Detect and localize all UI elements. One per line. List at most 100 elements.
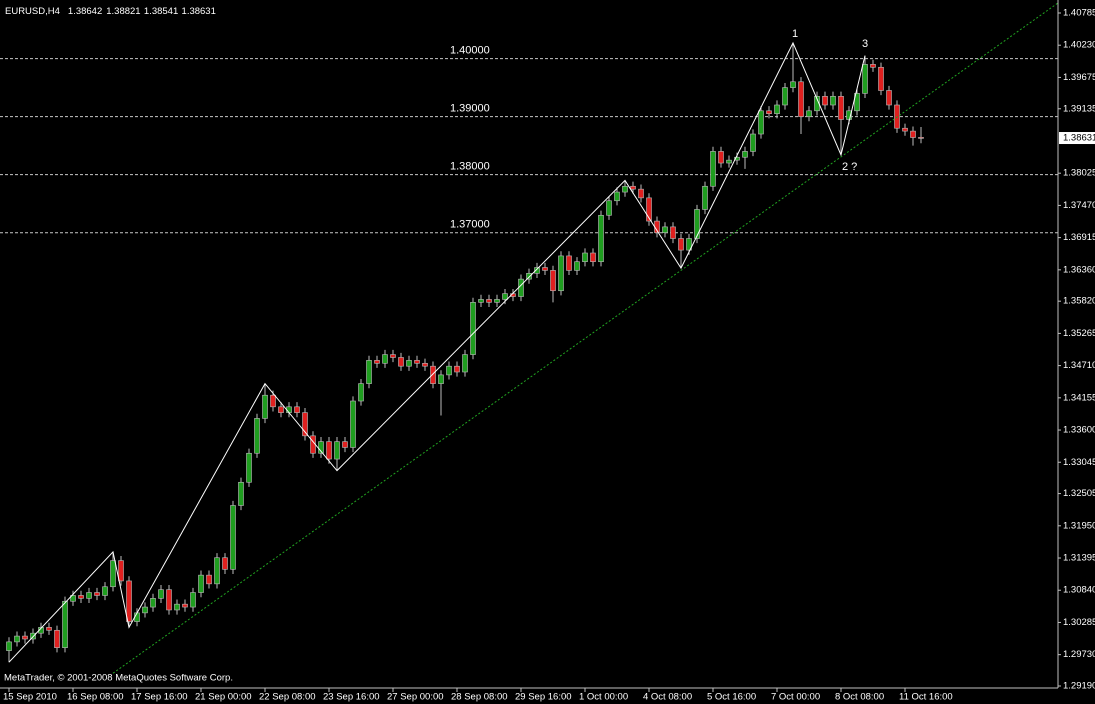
x-tick-label: 16 Sep 08:00 xyxy=(67,692,124,703)
candle-body xyxy=(294,406,300,413)
candle-body xyxy=(134,612,140,622)
candle-body xyxy=(118,560,124,582)
last-close: 1.38631 xyxy=(182,6,216,17)
candle-body xyxy=(238,481,244,506)
candle-body xyxy=(326,441,332,460)
candle-body xyxy=(902,127,908,132)
candle-body xyxy=(262,394,268,419)
candle-body xyxy=(574,261,580,271)
y-tick-label: 1.33600 xyxy=(1063,425,1095,436)
x-tick-label: 11 Oct 16:00 xyxy=(899,692,953,703)
candle-body xyxy=(542,267,548,271)
last-open: 1.38642 xyxy=(68,6,102,17)
candle-body xyxy=(214,557,220,585)
candle-body xyxy=(110,560,116,588)
y-tick-label: 1.32505 xyxy=(1063,488,1095,499)
candle-body xyxy=(126,580,132,622)
y-tick-label: 1.36915 xyxy=(1063,232,1095,243)
candle-body xyxy=(494,299,500,303)
candle-body xyxy=(102,586,108,596)
candle-body xyxy=(806,110,812,117)
y-tick-label: 1.34710 xyxy=(1063,360,1095,371)
candle-body xyxy=(254,418,260,454)
x-tick-label: 4 Oct 08:00 xyxy=(643,692,692,703)
candle-body xyxy=(438,374,444,384)
candle-body xyxy=(310,435,316,454)
candle-body xyxy=(54,629,60,648)
level-label: 1.37000 xyxy=(450,219,490,231)
x-tick-label: 7 Oct 00:00 xyxy=(771,692,820,703)
candle-body xyxy=(222,557,228,570)
candle-body xyxy=(382,354,388,364)
candle-body xyxy=(638,188,644,199)
annotation: 2 ? xyxy=(842,161,857,173)
plot-area: 1.40000 1.39000 1.38000 1.37000 xyxy=(0,2,1058,674)
x-tick-label: 22 Sep 08:00 xyxy=(259,692,316,703)
candle-body xyxy=(766,110,772,115)
candle-body xyxy=(734,156,740,161)
level-label: 1.38000 xyxy=(450,161,490,173)
level-label: 1.40000 xyxy=(450,44,490,56)
candle-body xyxy=(430,365,436,384)
candle-body xyxy=(862,64,868,94)
candle-body xyxy=(918,137,924,139)
candle-body xyxy=(366,360,372,384)
candle-body xyxy=(486,299,492,303)
candle-body xyxy=(886,90,892,106)
candle-body xyxy=(582,252,588,263)
y-tick-label: 1.29190 xyxy=(1063,681,1095,692)
candle-body xyxy=(94,592,100,596)
candle-body xyxy=(78,595,84,599)
y-tick-label: 1.38025 xyxy=(1063,168,1095,179)
candle-body xyxy=(286,406,292,413)
candle-body xyxy=(422,362,428,367)
y-tick-label: 1.40785 xyxy=(1063,8,1095,19)
last-low: 1.38541 xyxy=(144,6,178,17)
candle-body xyxy=(318,441,324,454)
candle-body xyxy=(446,365,452,376)
candle-body xyxy=(398,357,404,367)
candle-body xyxy=(798,81,804,117)
candle-body xyxy=(718,151,724,164)
x-tick-label: 29 Sep 16:00 xyxy=(515,692,572,703)
candle-body xyxy=(702,185,708,210)
candle-body xyxy=(166,589,172,611)
candle-body xyxy=(390,354,396,358)
zigzag-line xyxy=(8,41,866,663)
candle-body xyxy=(302,412,308,437)
candle-body xyxy=(566,255,572,271)
candle-body xyxy=(726,159,732,164)
x-tick-label: 1 Oct 00:00 xyxy=(579,692,628,703)
candle-body xyxy=(790,81,796,88)
price-marker: 1.38631 xyxy=(1063,133,1095,144)
candle-body xyxy=(150,598,156,608)
annotation: 3 xyxy=(862,38,868,50)
candle-body xyxy=(606,200,612,216)
candle-body xyxy=(142,606,148,614)
candle-body xyxy=(646,197,652,222)
candle-body xyxy=(462,354,468,373)
candle-body xyxy=(830,95,836,106)
symbol: EURUSD,H4 xyxy=(5,6,60,17)
candle-body xyxy=(750,133,756,152)
candle-body xyxy=(910,130,916,138)
candle-body xyxy=(158,589,164,599)
candle-body xyxy=(694,209,700,239)
candle-body xyxy=(870,64,876,68)
candle-body xyxy=(774,104,780,115)
candle-body xyxy=(630,185,636,190)
candle-body xyxy=(198,574,204,593)
x-tick-label: 23 Sep 16:00 xyxy=(323,692,380,703)
candle-body xyxy=(478,299,484,303)
candle-body xyxy=(846,110,852,120)
candle-body xyxy=(598,214,604,263)
candle-body xyxy=(614,191,620,202)
copyright: MetaTrader, © 2001-2008 MetaQuotes Softw… xyxy=(4,673,233,684)
x-tick-label: 5 Oct 16:00 xyxy=(707,692,756,703)
candle-body xyxy=(622,185,628,193)
candle-body xyxy=(270,394,276,408)
candle-body xyxy=(358,383,364,402)
candle-body xyxy=(878,66,884,91)
x-tick-label: 8 Oct 08:00 xyxy=(835,692,884,703)
candle-body xyxy=(46,627,52,631)
